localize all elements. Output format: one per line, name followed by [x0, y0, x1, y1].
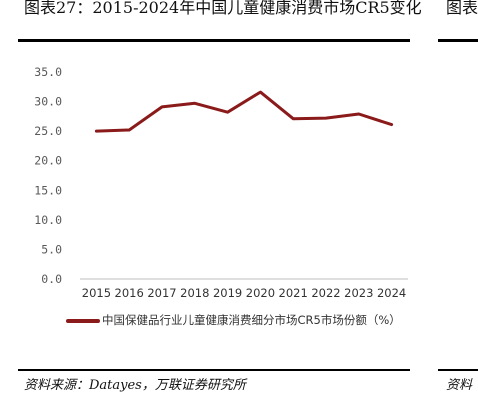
legend-label: 中国保健品行业儿童健康消费细分市场CR5市场份额（%） — [102, 313, 401, 327]
x-tick-label: 2018 — [180, 286, 209, 300]
y-tick-label: 5.0 — [41, 242, 62, 256]
series-point — [128, 128, 131, 132]
x-tick-label: 2017 — [147, 286, 176, 300]
y-tick-label: 15.0 — [34, 183, 62, 197]
y-tick-label: 30.0 — [34, 95, 62, 109]
legend-swatch — [66, 319, 100, 323]
y-tick-label: 25.0 — [34, 124, 62, 138]
series-point — [95, 129, 98, 133]
x-tick-label: 2015 — [82, 286, 111, 300]
bottom-rule-adjacent — [438, 369, 478, 371]
bottom-rule — [18, 369, 410, 371]
source-note: 资料来源：Datayes，万联证券研究所 — [24, 378, 246, 393]
y-axis-ticks: 0.0 5.0 10.0 15.0 20.0 25.0 30.0 35.0 — [34, 65, 62, 286]
chart-title: 图表27：2015-2024年中国儿童健康消费市场CR5变化 — [24, 0, 422, 16]
y-tick-label: 0.0 — [41, 272, 62, 286]
y-tick-label: 20.0 — [34, 154, 62, 168]
x-tick-label: 2016 — [115, 286, 144, 300]
y-tick-label: 35.0 — [34, 65, 62, 79]
top-rule-adjacent — [438, 39, 478, 42]
series-point — [226, 111, 229, 114]
x-axis-ticks: 2015 2016 2017 2018 2019 2020 2021 2022 2023 2024 — [82, 286, 406, 300]
figure-title-strip: 图表27：2015-2024年中国儿童健康消费市场CR5变化 图表 — [0, 0, 478, 16]
x-tick-label: 2020 — [246, 286, 275, 300]
series-line — [94, 90, 394, 133]
series-point — [292, 117, 295, 120]
adjacent-source-fragment: 资料 — [446, 378, 473, 393]
x-tick-label: 2024 — [377, 286, 406, 300]
adjacent-figure-title-fragment: 图表 — [446, 0, 478, 16]
x-tick-label: 2021 — [279, 286, 308, 300]
line-chart: 0.05.010.015.020.025.030.035.0 2015 2016 2… — [34, 65, 408, 300]
x-tick-label: 2023 — [344, 286, 373, 300]
series-point — [390, 123, 393, 126]
series-point — [357, 112, 360, 116]
y-tick-label: 10.0 — [34, 213, 62, 227]
series-point — [160, 105, 164, 109]
series-point — [193, 102, 196, 105]
series-point — [259, 90, 262, 94]
top-rule — [18, 39, 410, 42]
series-point — [324, 116, 328, 120]
x-tick-label: 2019 — [213, 286, 242, 300]
x-tick-label: 2022 — [311, 286, 340, 300]
series-points — [95, 90, 393, 133]
